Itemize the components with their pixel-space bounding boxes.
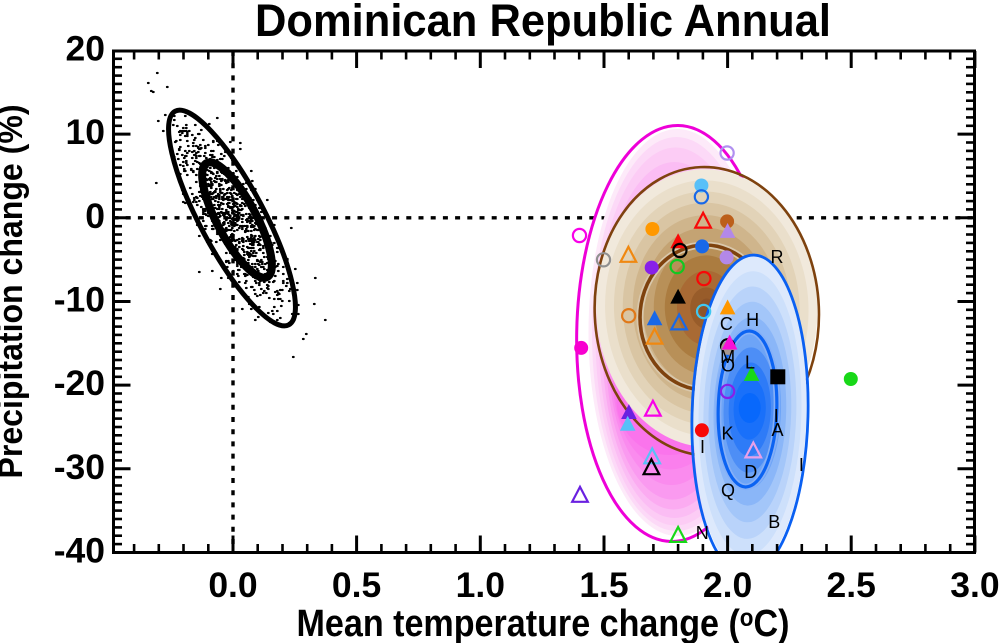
svg-text:-20: -20 bbox=[54, 363, 105, 403]
svg-text:I: I bbox=[700, 437, 705, 457]
svg-text:I: I bbox=[799, 455, 804, 475]
svg-text:K: K bbox=[721, 424, 733, 444]
svg-text:B: B bbox=[768, 512, 780, 532]
svg-text:-40: -40 bbox=[54, 531, 105, 571]
svg-text:L: L bbox=[745, 353, 755, 373]
svg-text:N: N bbox=[696, 523, 709, 543]
svg-text:O: O bbox=[721, 356, 735, 376]
svg-text:3.0: 3.0 bbox=[950, 565, 999, 605]
svg-text:1.5: 1.5 bbox=[579, 565, 628, 605]
svg-text:C: C bbox=[720, 314, 733, 334]
svg-text:R: R bbox=[771, 247, 784, 267]
svg-text:0: 0 bbox=[85, 196, 105, 236]
svg-text:A: A bbox=[771, 420, 783, 440]
svg-text:0.5: 0.5 bbox=[332, 565, 381, 605]
svg-text:10: 10 bbox=[66, 112, 106, 152]
svg-text:Mean temperature change (oC): Mean temperature change (oC) bbox=[297, 603, 790, 643]
svg-text:0.0: 0.0 bbox=[208, 565, 257, 605]
svg-text:2.0: 2.0 bbox=[703, 565, 752, 605]
svg-text:Q: Q bbox=[721, 480, 735, 500]
svg-text:Dominican Republic Annual: Dominican Republic Annual bbox=[255, 0, 831, 46]
svg-text:H: H bbox=[746, 310, 759, 330]
svg-text:1.0: 1.0 bbox=[456, 565, 505, 605]
svg-text:-30: -30 bbox=[54, 447, 105, 487]
svg-text:-10: -10 bbox=[54, 280, 105, 320]
svg-text:I: I bbox=[774, 406, 779, 426]
svg-text:M: M bbox=[720, 347, 735, 367]
svg-text:D: D bbox=[744, 462, 757, 482]
svg-text:20: 20 bbox=[66, 29, 106, 69]
svg-text:Precipitation change (%): Precipitation change (%) bbox=[0, 105, 30, 479]
svg-text:2.5: 2.5 bbox=[827, 565, 876, 605]
